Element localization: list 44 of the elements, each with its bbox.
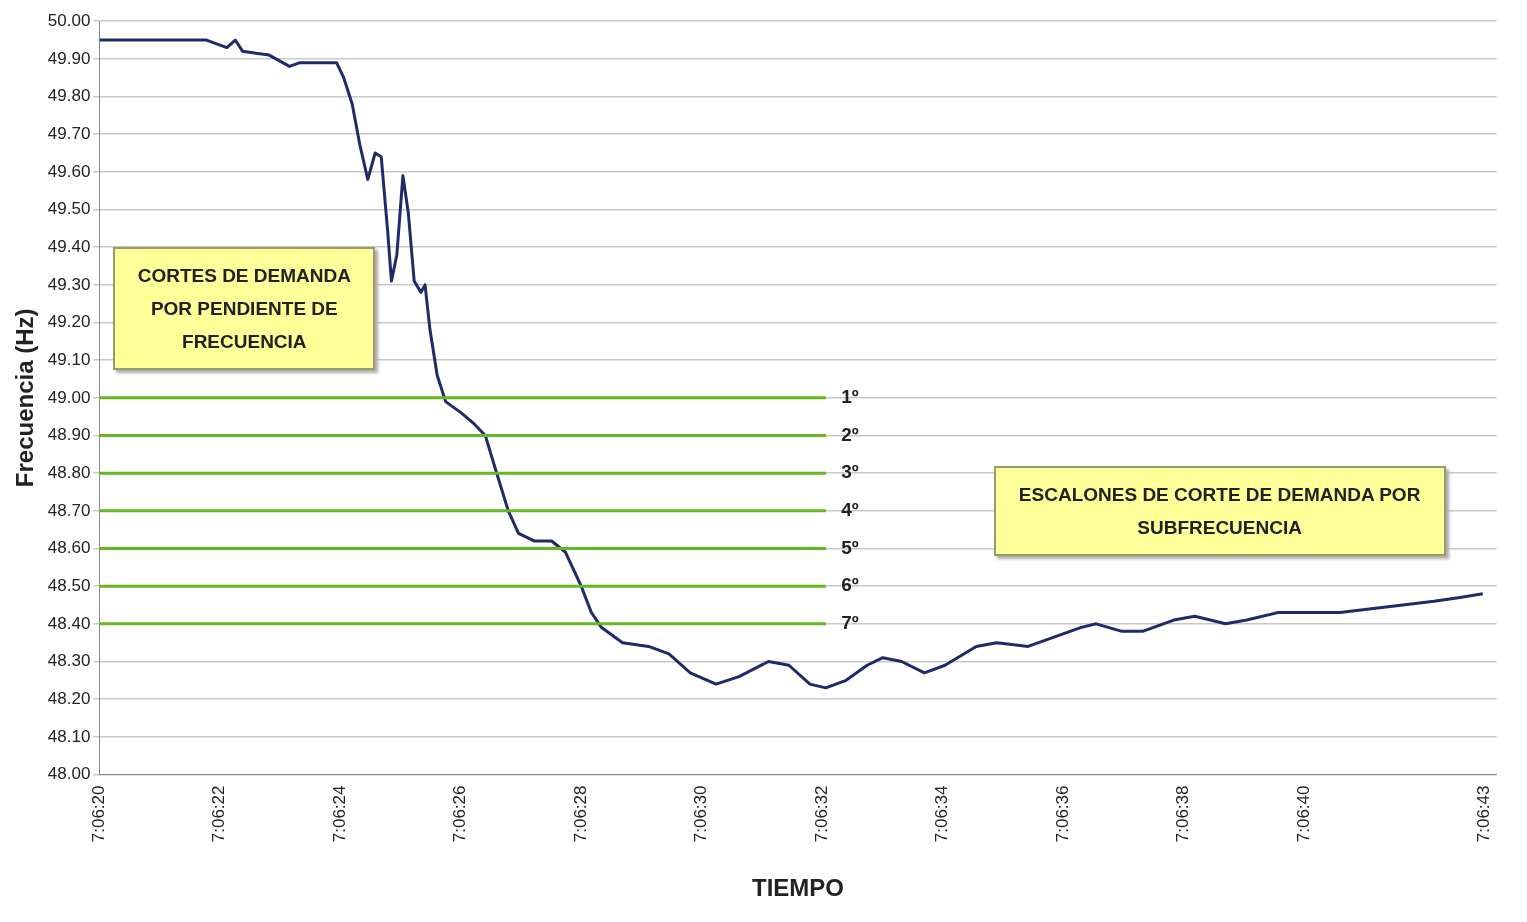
y-tick-label: 48.70 (47, 500, 91, 520)
y-tick-label: 49.70 (47, 123, 91, 143)
annotation: 5º (841, 536, 859, 558)
annotation: CORTES DE DEMANDA POR PENDIENTE DE FRECUENCIA (113, 247, 376, 371)
y-tick-label: 49.20 (47, 312, 91, 332)
y-tick-label: 48.30 (47, 651, 91, 671)
x-tick-label: 7:06:20 (89, 785, 109, 843)
annotation: 6º (841, 574, 859, 596)
annotation: 1º (841, 386, 859, 408)
annotation: ESCALONES DE CORTE DE DEMANDA POR SUBFRECUENCIA (993, 465, 1446, 556)
x-tick-label: 7:06:43 (1474, 785, 1494, 843)
y-tick-label: 49.10 (47, 349, 91, 369)
x-tick-label: 7:06:36 (1052, 785, 1072, 843)
y-tick-label: 48.60 (47, 538, 91, 558)
annotation: 2º (841, 423, 859, 445)
x-tick-label: 7:06:30 (691, 785, 711, 843)
y-tick-label: 49.30 (47, 274, 91, 294)
x-tick-label: 7:06:34 (932, 785, 952, 843)
x-axis-title: TIEMPO (751, 874, 845, 902)
x-tick-label: 7:06:28 (570, 785, 590, 843)
x-tick-label: 7:06:38 (1173, 785, 1193, 843)
y-tick-label: 49.40 (47, 236, 91, 256)
annotation: 4º (841, 499, 859, 521)
y-tick-label: 48.10 (47, 726, 91, 746)
annotation: 7º (841, 612, 859, 634)
y-tick-label: 49.50 (47, 199, 91, 219)
y-tick-label: 48.80 (47, 462, 91, 482)
y-tick-label: 48.40 (47, 613, 91, 633)
y-tick-label: 49.00 (47, 387, 91, 407)
y-tick-label: 49.60 (47, 161, 91, 181)
y-tick-label: 48.50 (47, 575, 91, 595)
x-tick-label: 7:06:24 (329, 785, 349, 843)
x-tick-label: 7:06:40 (1293, 785, 1313, 843)
y-tick-label: 49.90 (47, 48, 91, 68)
y-tick-label: 50.00 (47, 10, 91, 30)
x-tick-label: 7:06:26 (450, 785, 470, 843)
y-tick-label: 48.00 (47, 764, 91, 784)
x-tick-label: 7:06:32 (811, 785, 831, 843)
x-tick-label: 7:06:22 (209, 785, 229, 843)
y-axis-title: Frecuencia (Hz) (11, 308, 39, 488)
y-tick-label: 48.90 (47, 425, 91, 445)
y-tick-label: 48.20 (47, 688, 91, 708)
annotation: 3º (841, 461, 859, 483)
y-tick-label: 49.80 (47, 86, 91, 106)
